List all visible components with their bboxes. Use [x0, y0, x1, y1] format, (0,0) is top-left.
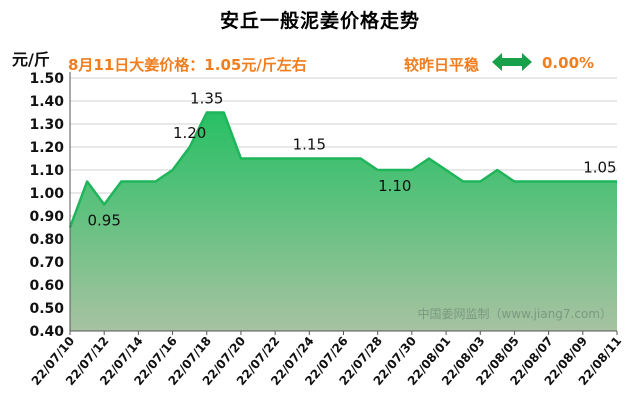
- y-tick-label: 0.80: [29, 232, 64, 248]
- compare-label: 较昨日平稳: [404, 56, 480, 74]
- y-tick-label: 1.00: [29, 186, 64, 202]
- data-label: 1.10: [378, 177, 411, 195]
- y-tick-labels: 1.50 1.40 1.30 1.20 1.10 1.00 0.90 0.80 0.70 0.60…: [29, 71, 64, 340]
- y-tick-label: 1.20: [29, 140, 64, 156]
- data-label: 1.35: [190, 90, 223, 108]
- y-tick-label: 0.70: [29, 255, 64, 271]
- y-tick-label: 0.50: [29, 301, 64, 317]
- y-tick-label: 0.40: [29, 324, 64, 340]
- data-label: 1.05: [583, 159, 616, 177]
- data-labels: 0.95 1.20 1.35 1.15 1.10 1.05: [87, 90, 616, 230]
- x-tick-labels: 22/07/1022/07/1222/07/1422/07/1622/07/18…: [29, 331, 624, 388]
- watermark: 中国姜网监制（www.jiang7.com）: [418, 306, 612, 321]
- compare-value: 0.00%: [542, 54, 595, 72]
- series-line: [68, 111, 617, 228]
- y-tick-label: 1.30: [29, 117, 64, 133]
- data-label: 1.20: [173, 124, 206, 142]
- y-axis-unit: 元/斤: [12, 50, 50, 69]
- y-tick-label: 0.90: [29, 209, 64, 225]
- y-tick-label: 1.40: [29, 94, 64, 110]
- chart-title: 安丘一般泥姜价格走势: [219, 10, 420, 32]
- y-tick-label: 1.50: [29, 71, 64, 87]
- flat-arrow-icon: [492, 53, 532, 71]
- y-tick-label: 1.10: [29, 163, 64, 179]
- data-label: 1.15: [293, 136, 326, 154]
- y-tick-label: 0.60: [29, 278, 64, 294]
- today-price-text: 8月11日大姜价格：1.05元/斤左右: [68, 56, 307, 74]
- data-label: 0.95: [87, 212, 120, 230]
- series-area: [70, 112, 617, 331]
